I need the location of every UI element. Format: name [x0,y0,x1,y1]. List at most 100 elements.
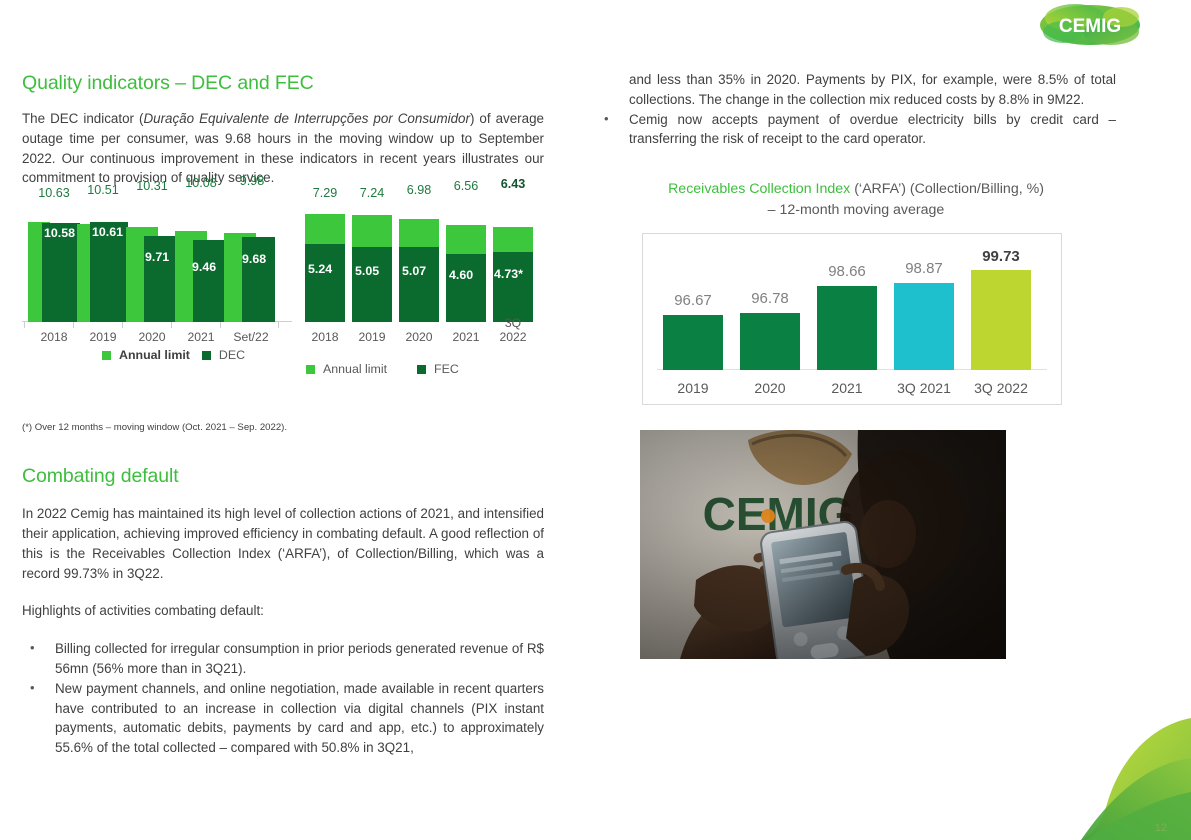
arfa-bar-group-2020: 96.78 [736,250,804,371]
dec-top-label-set22: 9.98 [239,174,265,189]
intro-italic-term: Duração Equivalente de Interrupções por … [143,111,470,126]
highlights-bullet-list: Billing collected for irregular consumpt… [22,638,544,758]
dec-xlabel-2020: 2020 [138,330,166,345]
dec-bar-dec-2021 [193,240,226,323]
fec-legend-label-annual-limit: Annual limit [323,362,388,377]
fec-legend: Annual limit FEC [302,362,552,376]
page-title-quality-indicators: Quality indicators – DEC and FEC [22,72,314,94]
dec-legend-label-annual-limit: Annual limit [119,348,190,363]
fec-bar-fec-3q2022 [493,252,533,323]
combating-default-paragraph: In 2022 Cemig has maintained its high le… [22,506,544,581]
fec-top-label-2019: 7.24 [359,186,385,201]
corner-leaf-decoration: 12 [1041,700,1191,840]
dec-bar-dec-set22 [242,237,275,323]
dec-plot-area: 10.63 10.58 10.51 10.61 10.31 9.71 [22,174,292,345]
fec-plot-area: 7.29 5.24 7.24 5.05 6.98 5.07 [302,177,552,345]
field-agent-photo: CEMIG [640,430,1006,659]
right-bullet-list: Cemig now accepts payment of overdue ele… [596,109,1116,150]
fec-top-label-2020: 6.98 [406,183,432,198]
quality-charts-row: 10.63 10.58 10.51 10.61 10.31 9.71 [22,174,552,384]
fec-legend-label-fec: FEC [434,362,459,377]
arfa-xlabel-2020: 2020 [754,380,786,397]
arfa-bar-group-2019: 96.67 [659,250,727,371]
right-column: and less than 35% in 2020. Payments by P… [596,70,1116,406]
dec-legend-swatch-dec [201,350,211,360]
arfa-bar-3q2022 [971,270,1031,371]
dec-top-label-2021: 10.08 [185,176,217,191]
dec-chart: 10.63 10.58 10.51 10.61 10.31 9.71 [22,174,292,362]
fec-value-2020: 5.07 [402,264,427,279]
dec-fec-footnote: (*) Over 12 months – moving window (Oct.… [22,422,288,434]
arfa-chart: 96.67 96.78 98.66 98.87 99.73 2019 2020 [642,233,1062,406]
fec-legend-swatch-fec [417,364,427,374]
fec-bar-fec-2019 [352,247,392,323]
dec-bar-dec-2019 [90,222,128,323]
fec-value-3q2022: 4.73* [494,267,523,282]
section-title-combating-default: Combating default [22,465,179,488]
arfa-xlabel-3q2022: 3Q 2022 [974,380,1028,397]
highlights-label: Highlights of activities combating defau… [22,603,264,619]
fec-value-2021: 4.60 [449,268,474,283]
fec-top-label-3q2022: 6.43 [500,177,526,192]
cemig-logo: CEMIG [1039,2,1141,48]
fec-bar-group-2021: 6.56 4.60 [443,179,489,323]
fec-xlabel-3q2022: 3Q 2022 [499,316,527,345]
cemig-logo-text: CEMIG [1059,16,1121,37]
dec-top-label-2018: 10.63 [38,186,70,201]
arfa-bar-2019 [663,315,723,371]
dec-bar-group-2018: 10.63 10.58 [28,186,80,323]
dec-legend-swatch-annual-limit [102,350,111,360]
dec-xlabel-2018: 2018 [40,330,68,345]
dec-value-2018: 10.58 [44,226,76,241]
arfa-plot-area: 96.67 96.78 98.66 98.87 99.73 2019 2020 [643,234,1061,404]
fec-value-2019: 5.05 [355,264,380,279]
dec-xlabel-set22: Set/22 [233,330,269,345]
fec-bar-group-2020: 6.98 5.07 [396,183,442,323]
dec-legend-label-dec: DEC [218,348,246,363]
arfa-value-2020: 96.78 [751,290,789,308]
arfa-bar-2020 [740,313,800,371]
arfa-bar-group-3q2022: 99.73 [967,248,1035,371]
fec-xlabel-2020: 2020 [405,330,433,345]
arfa-value-2021: 98.66 [828,263,866,281]
fec-xlabel-2021: 2021 [452,330,480,345]
fec-xlabel-2018: 2018 [311,330,339,345]
fec-top-label-2018: 7.29 [312,186,338,201]
highlight-bullet-1: Billing collected for irregular consumpt… [22,638,544,679]
arfa-xlabel-3q2021: 3Q 2021 [897,380,951,397]
fec-legend-swatch-annual-limit [306,364,315,374]
intro-paragraph: The DEC indicator (Duração Equivalente d… [22,109,544,188]
fec-bar-group-3q2022: 6.43 4.73* [490,177,536,323]
dec-value-2019: 10.61 [92,225,124,240]
dec-value-set22: 9.68 [242,252,267,267]
arfa-title-highlight: Receivables Collection Index [668,181,851,198]
fec-top-label-2021: 6.56 [453,179,479,194]
dec-bar-group-2020: 10.31 9.71 [126,179,178,323]
fec-bar-fec-2018 [305,244,345,323]
continuation-text: and less than 35% in 2020. Payments by P… [629,72,1116,107]
dec-bar-dec-2018 [42,223,80,323]
dec-legend: Annual limit DEC [22,348,292,362]
arfa-xlabel-2019: 2019 [677,380,709,397]
right-bullet-1: Cemig now accepts payment of overdue ele… [596,109,1116,150]
dec-bar-group-2021: 10.08 9.46 [175,176,227,323]
dec-bar-dec-2020 [144,236,177,323]
fec-value-2018: 5.24 [308,262,333,277]
arfa-chart-title: Receivables Collection Index (‘ARFA’) (C… [596,179,1116,221]
arfa-title-line2: – 12-month moving average [767,202,945,219]
dec-top-label-2020: 10.31 [136,179,168,194]
arfa-bar-group-3q2021: 98.87 [890,250,958,371]
arfa-xlabel-2021: 2021 [831,380,863,397]
fec-bar-group-2019: 7.24 5.05 [349,186,395,323]
dec-bar-group-2019: 10.51 10.61 [77,183,129,323]
fec-bar-fec-2021 [446,254,486,323]
intro-part1: The DEC indicator ( [22,111,144,126]
dec-xlabel-2021: 2021 [187,330,215,345]
arfa-value-3q2021: 98.87 [905,260,943,278]
fec-chart: 7.29 5.24 7.24 5.05 6.98 5.07 [302,177,552,376]
dec-xlabel-2019: 2019 [89,330,117,345]
highlight-bullet-2: New payment channels, and online negotia… [22,678,544,758]
arfa-value-3q2022: 99.73 [982,248,1020,266]
left-column: Quality indicators – DEC and FEC The DEC… [22,72,544,758]
arfa-title-rest: (‘ARFA’) (Collection/Billing, %) [850,181,1044,198]
